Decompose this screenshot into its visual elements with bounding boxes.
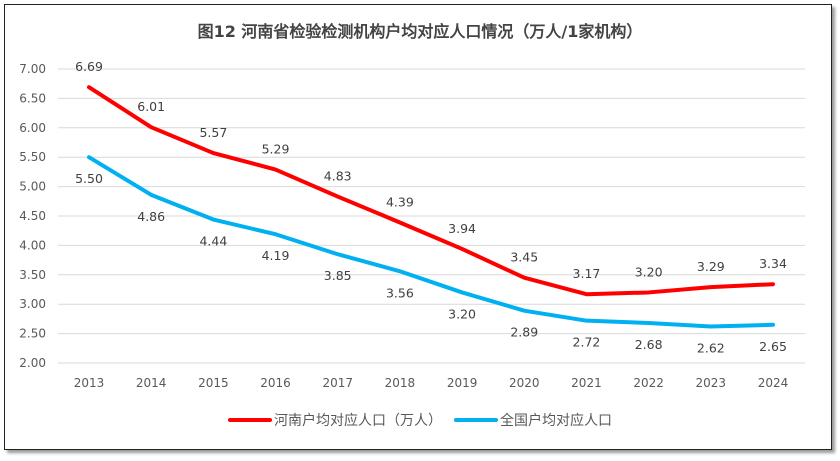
y-tick-label: 5.50 [19, 150, 46, 164]
data-label: 6.69 [75, 59, 103, 74]
legend-label-national: 全国户均对应人口 [500, 413, 612, 429]
data-label: 5.57 [199, 125, 227, 140]
data-label: 3.17 [573, 266, 601, 281]
data-label: 6.01 [137, 99, 165, 114]
data-label: 3.45 [510, 250, 538, 265]
chart-title: 图12 河南省检验检测机构户均对应人口情况（万人/1家机构） [197, 22, 643, 41]
x-tick-label: 2014 [136, 376, 167, 390]
legend-label-henan: 河南户均对应人口（万人） [274, 413, 442, 429]
y-tick-label: 3.00 [19, 297, 46, 311]
data-label: 3.34 [759, 256, 787, 271]
data-label: 4.39 [386, 194, 414, 209]
data-label: 3.20 [635, 264, 663, 279]
x-tick-label: 2022 [633, 376, 664, 390]
data-label: 2.72 [573, 335, 601, 350]
x-tick-label: 2021 [571, 376, 602, 390]
data-label: 3.85 [324, 268, 352, 283]
y-tick-label: 2.50 [19, 327, 46, 341]
y-tick-label: 6.00 [19, 121, 46, 135]
y-tick-label: 2.00 [19, 356, 46, 370]
y-tick-label: 5.00 [19, 180, 46, 194]
y-tick-label: 6.50 [19, 91, 46, 105]
legend-swatch-national [454, 418, 498, 422]
series-line-0 [87, 85, 775, 297]
data-label: 3.56 [386, 285, 414, 300]
x-tick-label: 2013 [74, 376, 105, 390]
y-tick-label: 7.00 [19, 62, 46, 76]
legend-item-national[interactable]: 全国户均对应人口 [454, 410, 612, 430]
y-tick-label: 4.50 [19, 209, 46, 223]
data-label: 4.19 [262, 248, 290, 263]
legend: 河南户均对应人口（万人） 全国户均对应人口 [0, 410, 840, 430]
x-tick-label: 2018 [385, 376, 416, 390]
data-label: 3.94 [448, 221, 476, 236]
x-tick-label: 2019 [447, 376, 478, 390]
x-tick-label: 2017 [322, 376, 353, 390]
data-label: 5.50 [75, 171, 103, 186]
data-label: 2.65 [759, 339, 787, 354]
y-tick-label: 3.50 [19, 268, 46, 282]
x-tick-label: 2024 [758, 376, 789, 390]
x-tick-label: 2016 [260, 376, 291, 390]
data-label: 2.89 [510, 325, 538, 340]
x-tick-label: 2020 [509, 376, 540, 390]
data-label: 3.29 [697, 259, 725, 274]
series-line-1 [87, 155, 775, 329]
legend-swatch-henan [228, 418, 272, 422]
data-label: 4.86 [137, 209, 165, 224]
data-label: 3.20 [448, 306, 476, 321]
legend-item-henan[interactable]: 河南户均对应人口（万人） [228, 410, 442, 430]
data-label: 2.62 [697, 341, 725, 356]
chart-frame [4, 4, 832, 450]
x-tick-label: 2023 [696, 376, 727, 390]
data-label: 4.44 [199, 234, 227, 249]
x-tick-label: 2015 [198, 376, 229, 390]
data-label: 2.68 [635, 337, 663, 352]
y-tick-label: 4.00 [19, 238, 46, 252]
data-label: 4.83 [324, 169, 352, 184]
data-label: 5.29 [262, 142, 290, 157]
